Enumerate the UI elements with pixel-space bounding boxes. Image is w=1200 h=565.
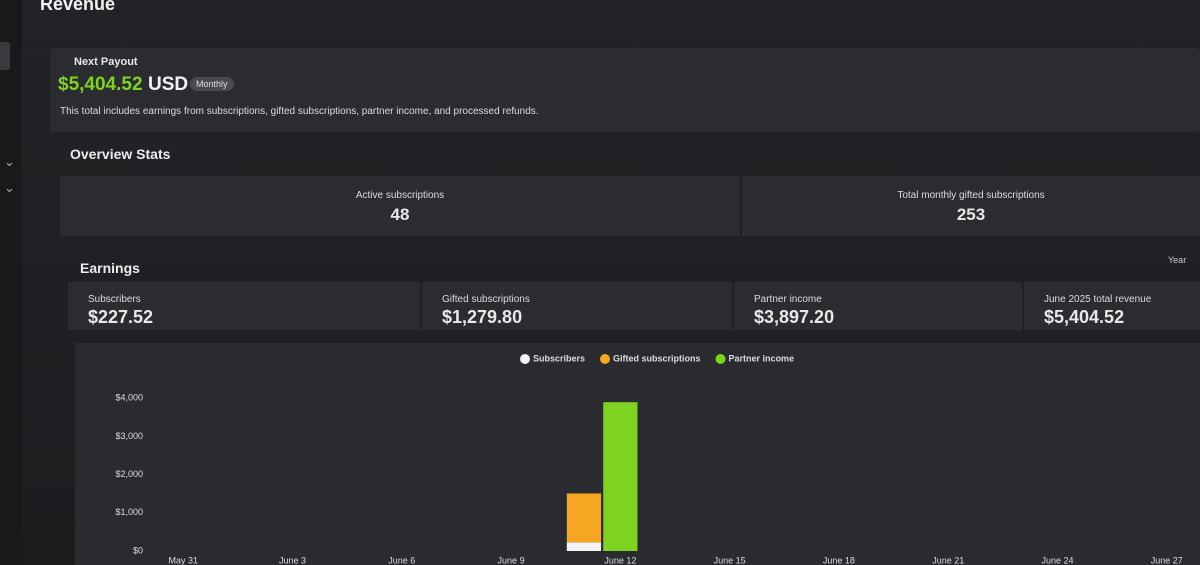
sidebar-tab[interactable] — [0, 42, 10, 70]
page-title: Revenue — [40, 0, 116, 14]
y-tick-label: $1,000 — [115, 507, 143, 517]
earnings-card: June 2025 total revenue $5,404.52 — [1024, 282, 1200, 330]
x-tick-label: June 18 — [823, 555, 855, 565]
x-tick-label: June 27 — [1151, 555, 1183, 565]
earnings-chart: $0 $1,000 $2,000 $3,000 $4,000 Subscribers Gif… — [75, 343, 1200, 565]
chevron[interactable]: ⌄ — [4, 154, 15, 169]
bar-segment — [566, 493, 602, 543]
section-title: Earnings — [80, 260, 140, 276]
legend-swatch — [600, 354, 611, 364]
legend-label: Gifted subscriptions — [613, 353, 701, 363]
payout-note: This total includes earnings from subscr… — [60, 106, 539, 117]
x-tick-label: June 15 — [714, 555, 746, 565]
earnings-card: Gifted subscriptions $1,279.80 — [422, 282, 732, 330]
y-tick-label: $2,000 — [115, 469, 143, 479]
y-tick-label: $0 — [133, 545, 143, 555]
stat-card: Active subscriptions 48 — [60, 176, 740, 236]
payout-panel: Next Payout $5,404.52 USD Monthly This t… — [50, 48, 1200, 132]
payout-currency: USD — [148, 74, 189, 95]
x-tick-label: June 12 — [604, 555, 636, 565]
card-label: Subscribers — [88, 294, 141, 305]
stat-value: 48 — [390, 205, 410, 224]
earnings-card: Partner income $3,897.20 — [734, 282, 1022, 330]
card-value: $3,897.20 — [754, 307, 835, 327]
legend-swatch — [520, 354, 530, 364]
x-tick-label: June 21 — [932, 555, 964, 565]
year-label[interactable]: Year — [1168, 255, 1187, 265]
stat-label: Active subscriptions — [355, 190, 445, 201]
stat-card: Total monthly gifted subscriptions 253 — [742, 176, 1200, 236]
legend-swatch — [715, 354, 726, 364]
payout-badge: Monthly — [190, 77, 234, 91]
section-title: Overview Stats — [70, 146, 171, 162]
sidebar: ⌄ ⌄ — [0, 0, 22, 565]
card-label: Partner income — [754, 294, 822, 305]
bar-segment — [566, 542, 602, 551]
x-tick-label: June 24 — [1041, 555, 1073, 565]
card-value: $5,404.52 — [1044, 307, 1125, 327]
legend-label: Subscribers — [533, 353, 585, 363]
card-value: $227.52 — [88, 307, 154, 327]
card-label: Gifted subscriptions — [442, 294, 530, 305]
chart-background — [75, 343, 1200, 565]
y-tick-label: $3,000 — [115, 431, 143, 441]
x-tick-label: May 31 — [168, 555, 198, 565]
payout-label: Next Payout — [74, 56, 138, 68]
stat-value: 253 — [956, 205, 986, 224]
card-value: $1,279.80 — [442, 307, 523, 327]
bar-segment — [603, 402, 638, 551]
stat-label: Total monthly gifted subscriptions — [897, 190, 1045, 201]
x-tick-label: June 3 — [279, 555, 306, 565]
legend-label: Partner income — [729, 353, 795, 363]
chevron[interactable]: ⌄ — [4, 180, 15, 195]
x-tick-label: June 6 — [388, 555, 415, 565]
x-tick-label: June 9 — [498, 555, 525, 565]
y-tick-label: $4,000 — [115, 393, 143, 403]
earnings-card: Subscribers $227.52 — [68, 282, 420, 330]
payout-amount: $5,404.52 — [58, 74, 143, 95]
card-label: June 2025 total revenue — [1044, 294, 1152, 305]
